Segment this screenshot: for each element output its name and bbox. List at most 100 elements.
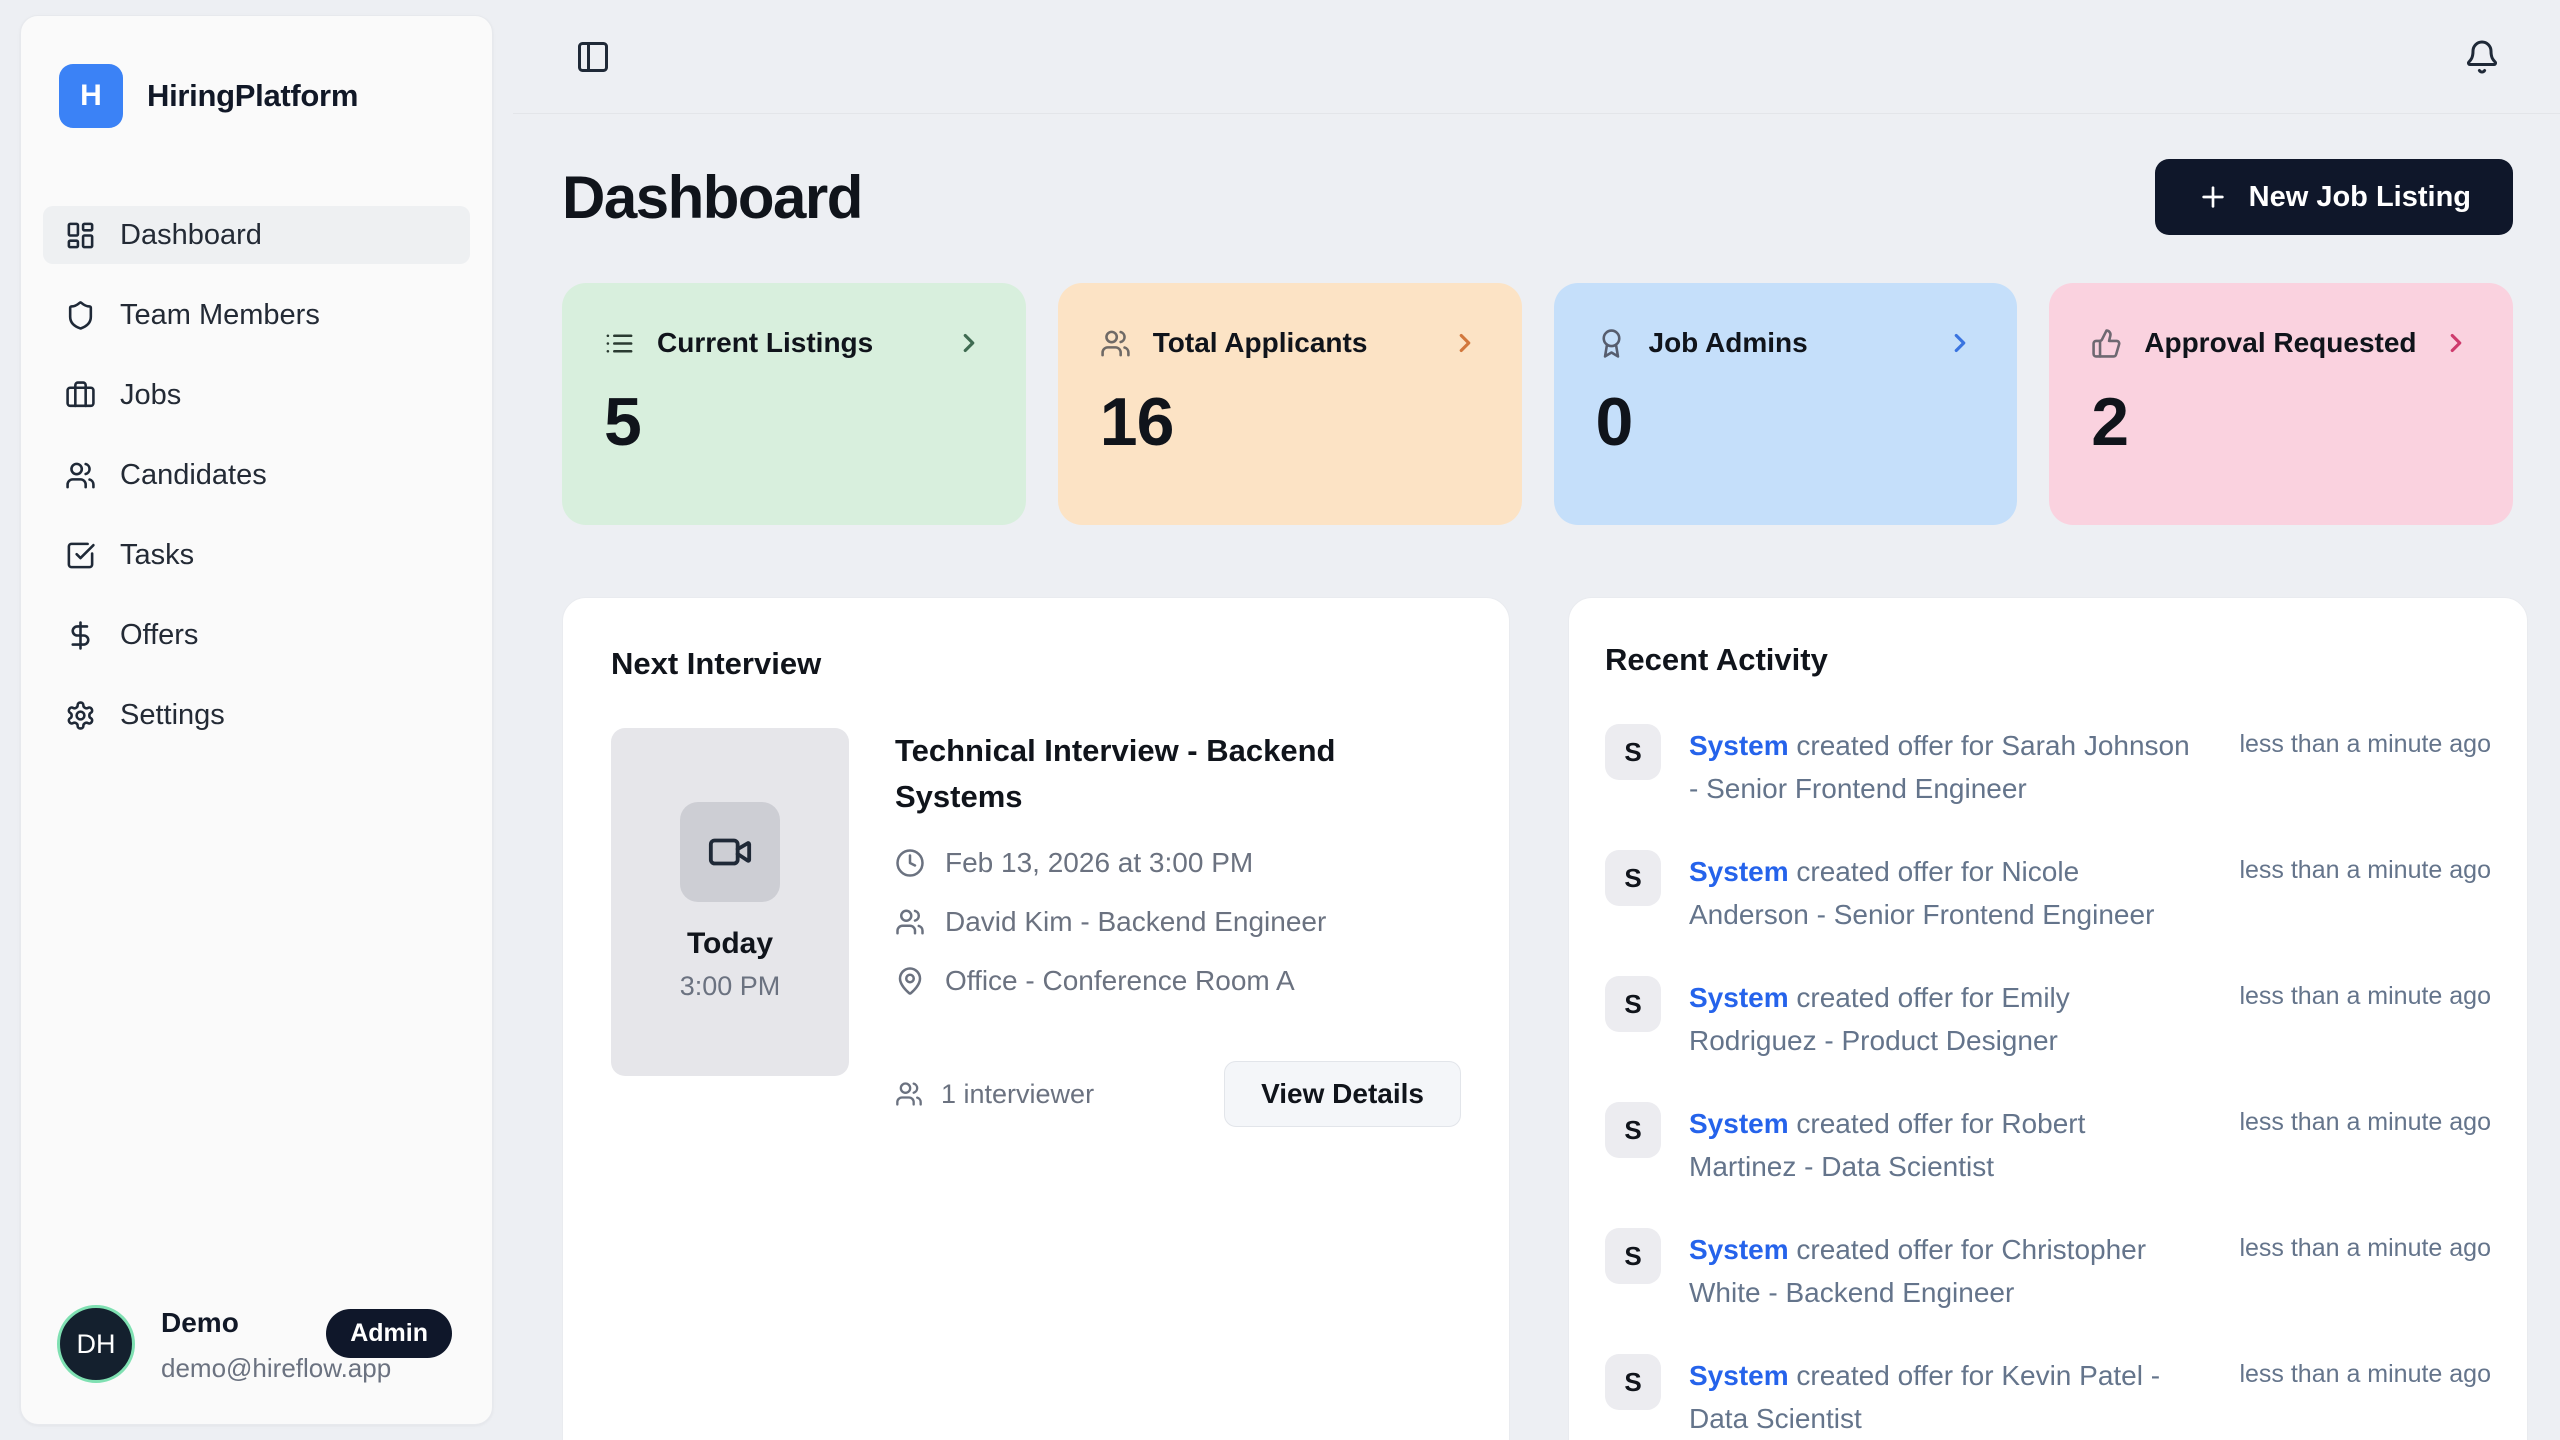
sidebar-item-offers[interactable]: Offers [43,606,470,664]
sidebar-item-label: Settings [120,698,225,731]
activity-avatar: S [1605,850,1661,906]
user-info: Demo demo@hireflow.app [161,1305,391,1384]
interview-day: Today [686,927,774,960]
interview-time: 3:00 PM [679,971,781,1001]
users-icon [65,460,96,491]
recent-activity-panel: Recent Activity S System created offer f… [1568,597,2528,1440]
plus-icon [2197,181,2229,213]
activity-item: S System created offer for Robert Martin… [1605,1102,2491,1188]
activity-actor-link[interactable]: System [1689,1360,1789,1391]
sidebar-item-dashboard[interactable]: Dashboard [43,206,470,264]
notifications-button[interactable] [2464,39,2500,75]
next-interview-title: Next Interview [611,646,822,681]
recent-activity-title: Recent Activity [1605,642,1828,677]
sidebar-item-team-members[interactable]: Team Members [43,286,470,344]
interview-job-title: Technical Interview - Backend Systems [895,733,1336,814]
stat-value: 2 [2091,384,2129,460]
user-email: demo@hireflow.app [161,1353,392,1383]
main-content: Dashboard New Job Listing Current Listin… [513,115,2560,1440]
user-card[interactable]: DH Demo demo@hireflow.app Admin [43,1295,470,1390]
award-icon [1596,328,1627,359]
stat-label: Job Admins [1648,327,1808,358]
page-title: Dashboard [562,163,863,231]
activity-action: created offer for Emily Rodriguez - Prod… [1689,982,2070,1056]
interview-location-row: Office - Conference Room A [895,965,1461,997]
sidebar-toggle-button[interactable] [575,39,611,75]
stat-card-total-applicants[interactable]: Total Applicants 16 [1057,283,1522,525]
brand-name: HiringPlatform [147,78,359,113]
sidebar-item-label: Offers [120,618,199,651]
activity-avatar: S [1605,1102,1661,1158]
gear-icon [65,700,96,731]
activity-item: S System created offer for Kevin Patel -… [1605,1354,2491,1440]
stats-row: Current Listings 5 Total Applicants 16 [513,283,2560,525]
activity-timestamp: less than a minute ago [2239,1234,2491,1262]
sidebar-nav: Dashboard Team Members Jobs Candidates T… [43,206,470,744]
stat-value: 0 [1595,384,1634,460]
activity-item: S System created offer for Christopher W… [1605,1228,2491,1314]
activity-avatar: S [1605,1228,1661,1284]
brand-logo: H [59,64,123,128]
sidebar-item-jobs[interactable]: Jobs [43,366,470,424]
interview-person: David Kim - Backend Engineer [945,906,1327,937]
avatar: DH [57,1305,135,1383]
layout-dashboard-icon [65,220,96,251]
chevron-right-icon [1945,328,1975,358]
activity-actor-link[interactable]: System [1689,730,1789,761]
interview-datetime-row: Feb 13, 2026 at 3:00 PM [895,847,1461,879]
activity-item: S System created offer for Emily Rodrigu… [1605,976,2491,1062]
square-check-icon [65,540,96,571]
activity-action: created offer for Nicole Anderson - Seni… [1689,856,2155,930]
activity-timestamp: less than a minute ago [2239,1108,2491,1136]
role-badge: Admin [326,1309,452,1358]
new-job-listing-label: New Job Listing [2248,180,2471,213]
chevron-right-icon [1450,328,1480,358]
activity-item: S System created offer for Sarah Johnson… [1605,724,2491,810]
users-icon [895,1080,923,1108]
activity-avatar: S [1605,1354,1661,1410]
sidebar-item-label: Tasks [120,538,195,571]
stat-label: Total Applicants [1152,327,1368,358]
list-icon [604,328,635,359]
stat-card-current-listings[interactable]: Current Listings 5 [562,283,1026,525]
user-name: Demo [161,1307,239,1338]
activity-actor-link[interactable]: System [1689,982,1789,1013]
activity-timestamp: less than a minute ago [2239,856,2491,884]
users-icon [1100,328,1131,359]
sidebar-item-label: Jobs [120,378,182,411]
page-header: Dashboard New Job Listing [513,115,2560,235]
activity-item: S System created offer for Nicole Anders… [1605,850,2491,936]
shield-icon [65,300,96,331]
interview-person-row: David Kim - Backend Engineer [895,906,1461,938]
activity-actor-link[interactable]: System [1689,856,1789,887]
dollar-sign-icon [65,620,96,651]
panel-left-icon [575,39,611,75]
new-job-listing-button[interactable]: New Job Listing [2154,159,2513,235]
sidebar: H HiringPlatform Dashboard Team Members … [20,15,493,1425]
stat-card-approval-requested[interactable]: Approval Requested 2 [2049,283,2513,525]
sidebar-item-settings[interactable]: Settings [43,686,470,744]
sidebar-item-candidates[interactable]: Candidates [43,446,470,504]
bell-icon [2464,39,2500,75]
activity-timestamp: less than a minute ago [2239,730,2491,758]
activity-timestamp: less than a minute ago [2239,1360,2491,1388]
activity-action: created offer for Kevin Patel - Data Sci… [1689,1360,2161,1434]
activity-actor-link[interactable]: System [1689,1108,1789,1139]
stat-card-job-admins[interactable]: Job Admins 0 [1553,283,2018,525]
activity-avatar: S [1605,976,1661,1032]
video-icon [707,829,753,875]
view-details-button[interactable]: View Details [1224,1061,1461,1127]
thumbs-up-icon [2091,328,2122,359]
interview-location: Office - Conference Room A [945,965,1295,996]
sidebar-item-label: Candidates [120,458,267,491]
sidebar-item-label: Dashboard [120,218,262,251]
activity-action: created offer for Sarah Johnson - Senior… [1689,730,2190,804]
stat-label: Approval Requested [2144,327,2417,358]
sidebar-item-tasks[interactable]: Tasks [43,526,470,584]
activity-actor-link[interactable]: System [1689,1234,1789,1265]
next-interview-panel: Next Interview Today 3:00 PM Technical I… [562,597,1510,1440]
activity-timestamp: less than a minute ago [2239,982,2491,1010]
interview-date-tile: Today 3:00 PM [611,728,849,1076]
sidebar-item-label: Team Members [120,298,320,331]
stat-value: 5 [604,384,642,460]
